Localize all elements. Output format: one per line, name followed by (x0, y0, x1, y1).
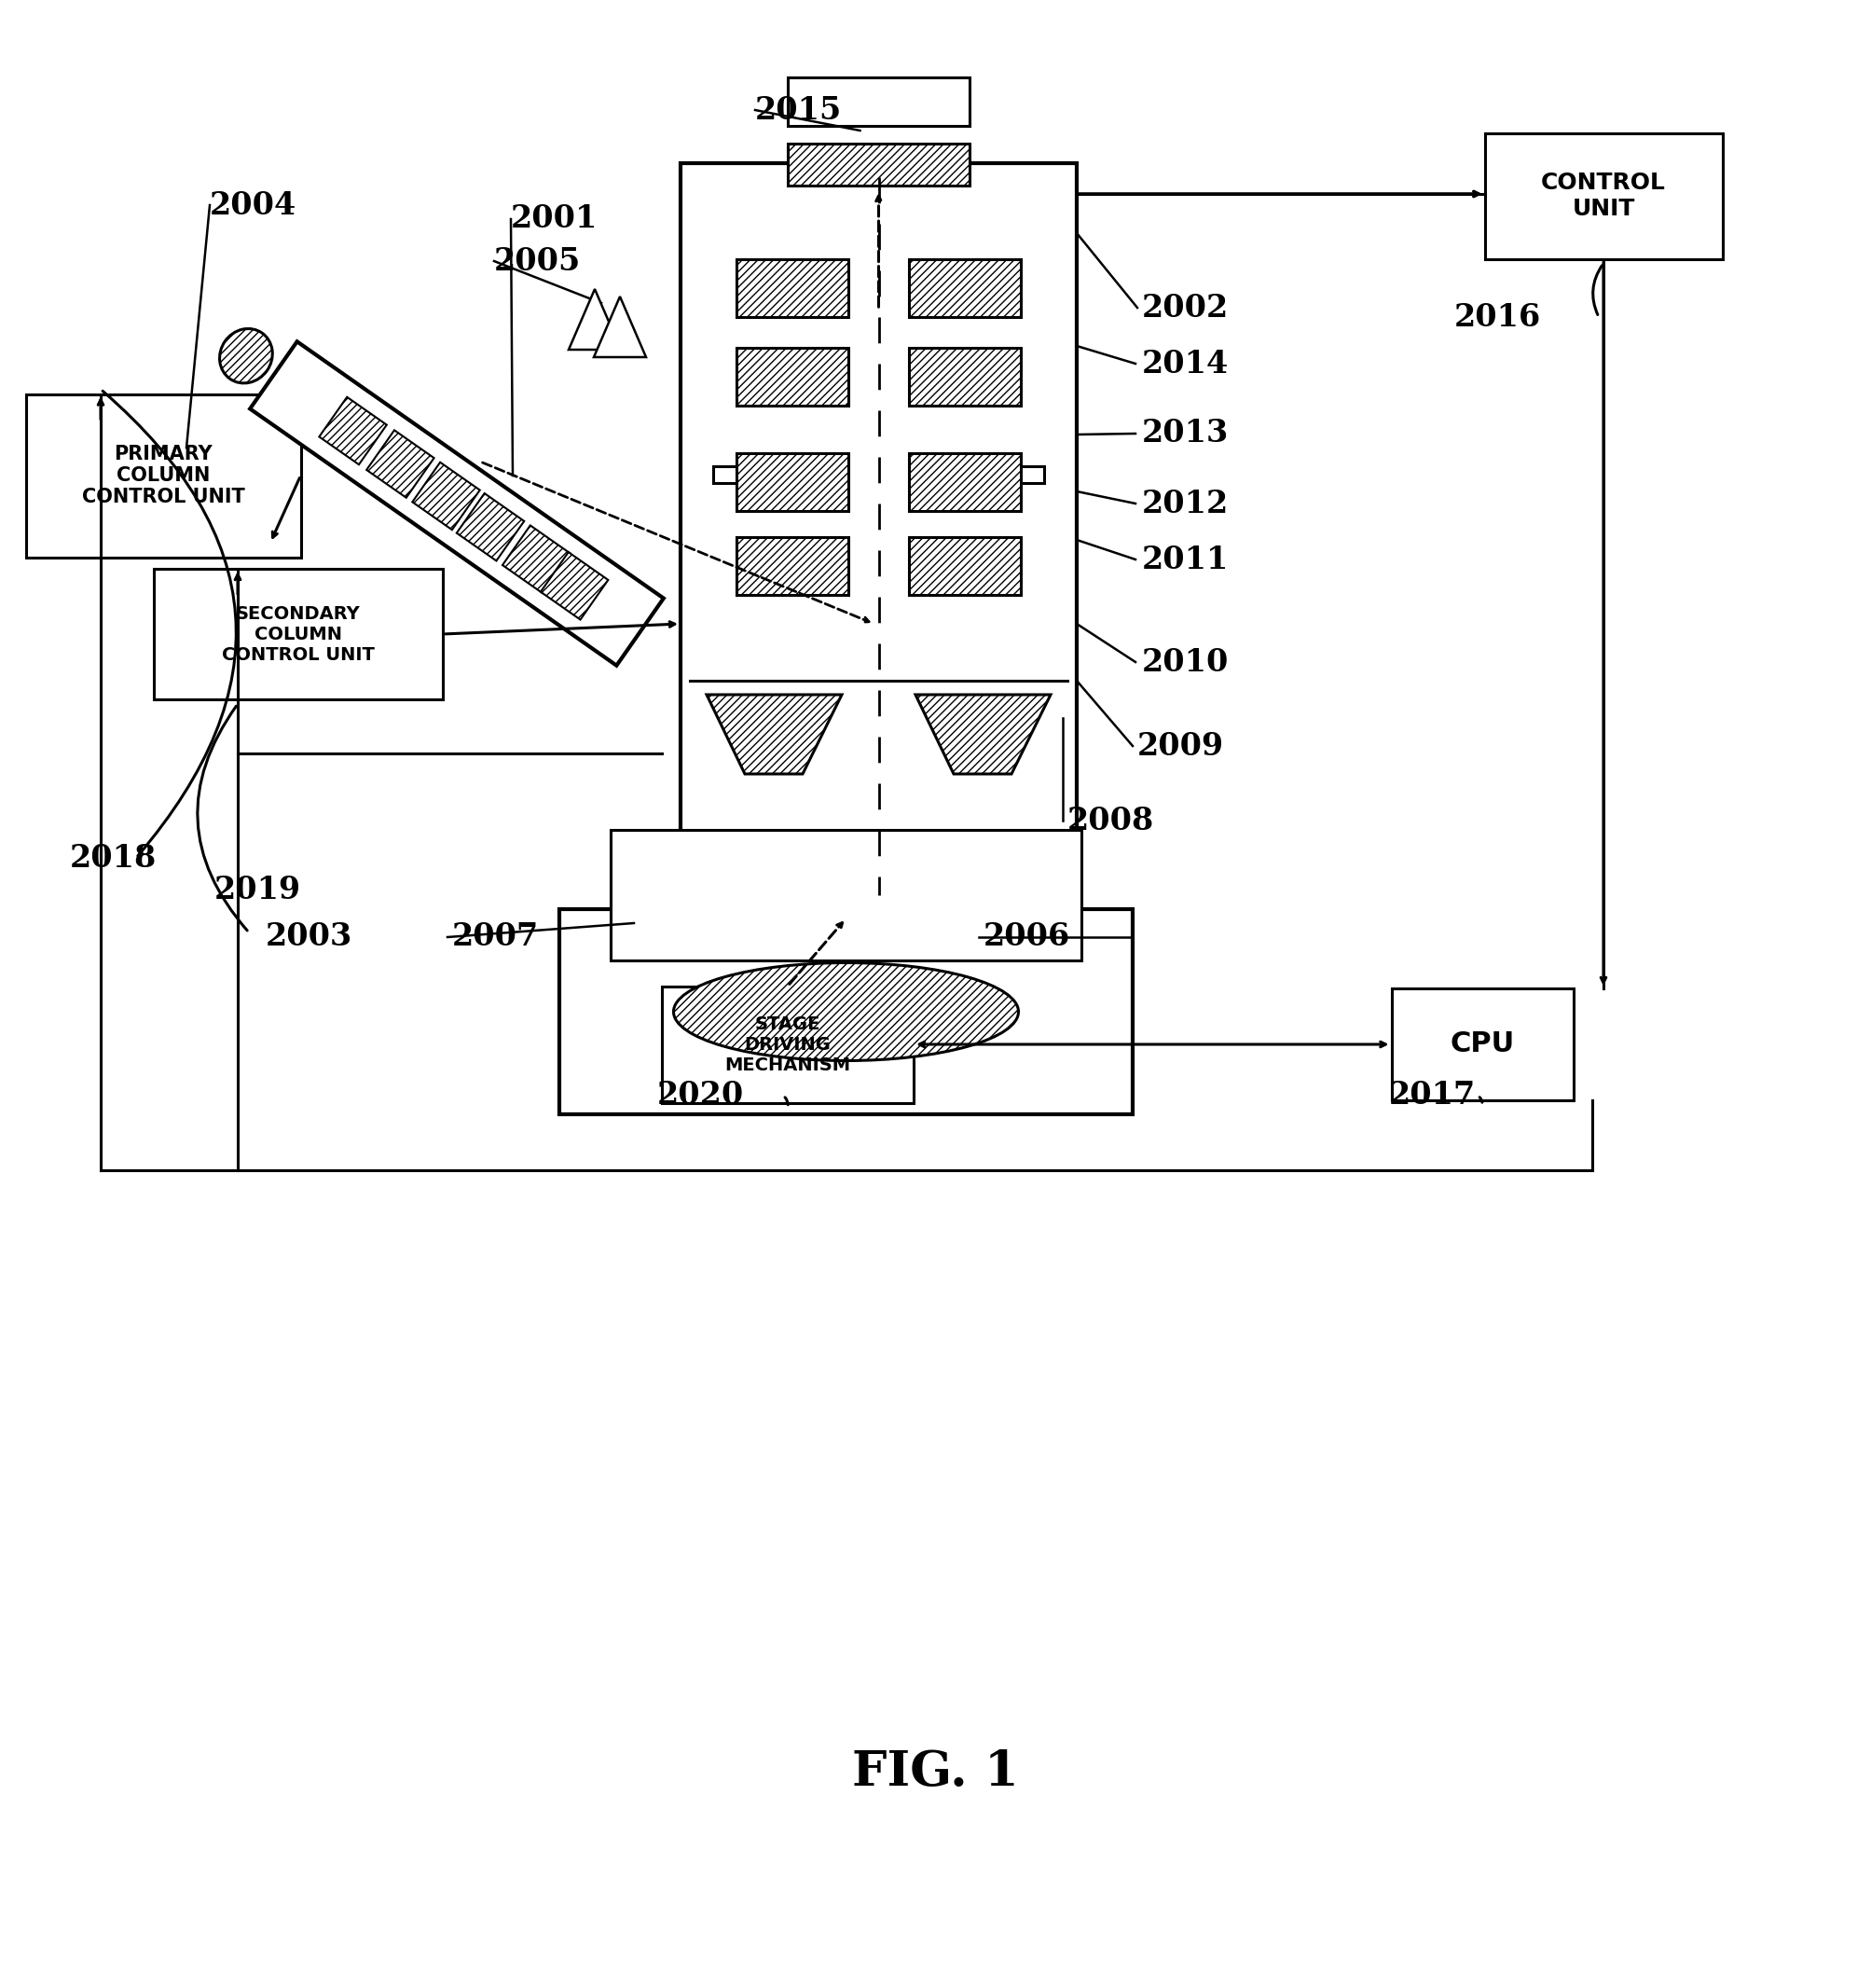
Bar (541, 553, 608, 620)
Bar (662, 986, 913, 1103)
Bar (737, 453, 848, 511)
Polygon shape (569, 288, 621, 350)
Text: PRIMARY
COLUMN
CONTROL UNIT: PRIMARY COLUMN CONTROL UNIT (82, 445, 245, 507)
Bar (1392, 988, 1574, 1099)
Text: 2004: 2004 (210, 189, 297, 221)
Bar (503, 525, 571, 592)
Text: 2001: 2001 (511, 203, 599, 235)
Bar (26, 394, 301, 557)
Bar (788, 78, 969, 125)
Bar (909, 348, 1022, 406)
Bar (610, 829, 1081, 960)
Text: 2019: 2019 (215, 875, 301, 907)
Text: 2008: 2008 (1068, 805, 1154, 835)
Bar (909, 453, 1022, 511)
Text: 2012: 2012 (1141, 489, 1229, 519)
Text: 2017: 2017 (1388, 1079, 1476, 1111)
Bar (1484, 133, 1723, 258)
Text: 2009: 2009 (1138, 730, 1224, 761)
Bar (153, 569, 443, 700)
Bar (457, 493, 524, 561)
Text: 2018: 2018 (69, 843, 157, 873)
Text: SECONDARY
COLUMN
CONTROL UNIT: SECONDARY COLUMN CONTROL UNIT (223, 604, 374, 664)
Text: CPU: CPU (1450, 1032, 1514, 1058)
Text: STAGE
DRIVING
MECHANISM: STAGE DRIVING MECHANISM (724, 1016, 851, 1074)
Bar (909, 537, 1022, 594)
Text: 2002: 2002 (1141, 292, 1229, 324)
Ellipse shape (674, 962, 1018, 1062)
Bar (909, 258, 1022, 316)
Polygon shape (593, 296, 645, 358)
Text: 2003: 2003 (266, 922, 352, 952)
Text: 2006: 2006 (984, 922, 1070, 952)
Bar (251, 342, 664, 666)
Text: 2015: 2015 (756, 95, 842, 125)
Polygon shape (915, 694, 1052, 773)
Text: 2011: 2011 (1141, 545, 1229, 575)
Bar (681, 163, 1076, 905)
Polygon shape (707, 694, 842, 773)
Text: 2013: 2013 (1141, 417, 1229, 449)
Text: 2020: 2020 (657, 1079, 745, 1111)
Text: 2014: 2014 (1141, 348, 1229, 380)
Bar (950, 467, 1044, 483)
Text: CONTROL
UNIT: CONTROL UNIT (1542, 171, 1665, 221)
Text: 2016: 2016 (1454, 302, 1542, 332)
Bar (737, 258, 848, 316)
Ellipse shape (219, 328, 273, 384)
Bar (559, 909, 1132, 1115)
Bar (737, 537, 848, 594)
Bar (367, 429, 434, 497)
Bar (320, 398, 387, 465)
Bar (737, 348, 848, 406)
Bar (713, 467, 806, 483)
Text: 2007: 2007 (453, 922, 539, 952)
Text: 2005: 2005 (494, 247, 582, 276)
Text: 2010: 2010 (1141, 646, 1229, 678)
Bar (788, 143, 969, 185)
Bar (412, 463, 479, 531)
Text: FIG. 1: FIG. 1 (851, 1747, 1020, 1795)
